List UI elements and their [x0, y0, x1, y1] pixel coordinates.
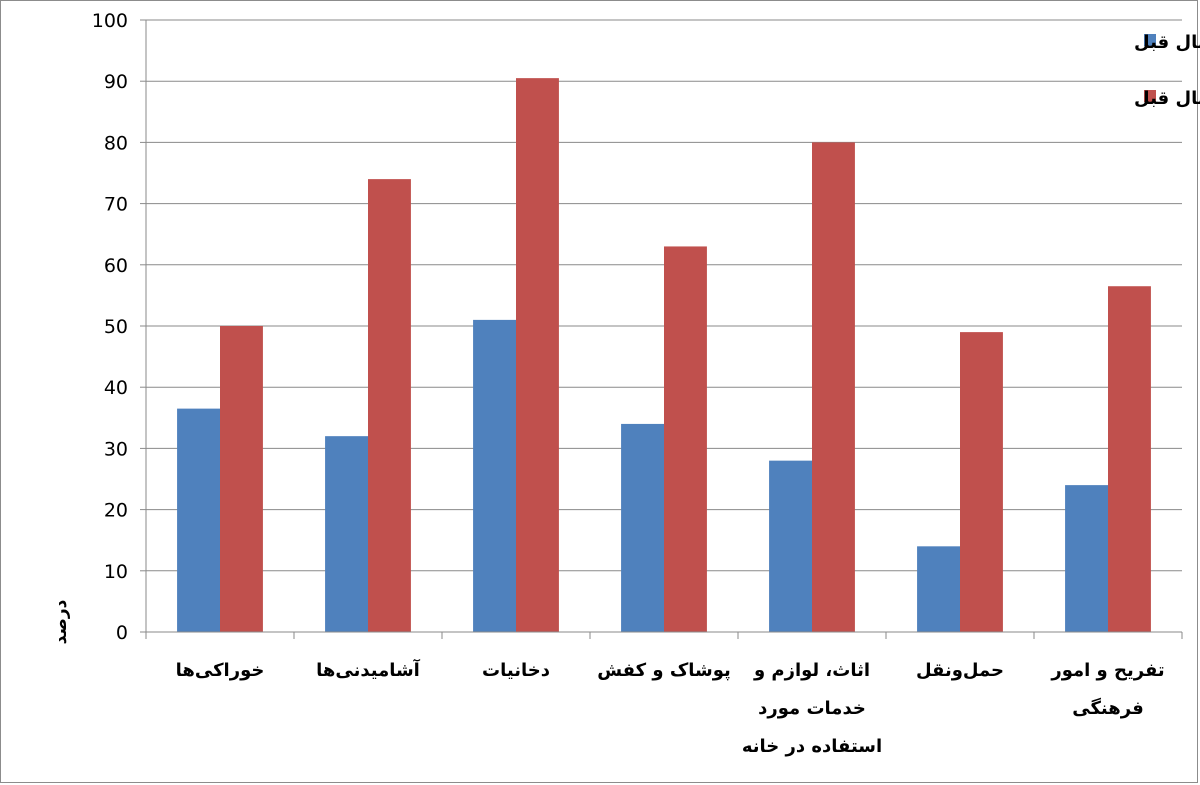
legend-marker — [1144, 34, 1156, 46]
x-category-label: دخانیات — [482, 660, 550, 681]
gridlines — [146, 19, 1182, 572]
legend: افزایش قیمت در اردیبهشت ۹۲ نسبت به سال ق… — [1134, 32, 1200, 109]
axes: 0 10 20 30 40 50 60 70 80 90 100 خوراکی‌ها آشامیدنی‌… — [92, 10, 1183, 757]
y-tick-label: 10 — [104, 561, 128, 583]
bar-series2 — [1108, 286, 1151, 632]
bar-series2 — [664, 246, 707, 632]
y-tick-label: 20 — [104, 500, 128, 522]
bar-series2 — [368, 179, 411, 632]
bar-series1 — [1065, 485, 1108, 632]
y-tick-label: 80 — [104, 132, 128, 154]
bar-series1 — [177, 408, 220, 632]
x-category-label: اثاث، لوازم و خدمات مورد استفاده در خانه — [742, 660, 882, 757]
y-tick-label: 40 — [104, 377, 128, 399]
x-category-label: پوشاک و کفش — [597, 660, 731, 681]
bar-series1 — [917, 546, 960, 632]
bar-series2 — [220, 326, 263, 632]
x-category-label: خوراکی‌ها — [176, 660, 265, 681]
legend-marker — [1144, 90, 1156, 102]
legend-label: افزایش قیمت در اردیبهشت ۹۲ نسبت به سال ق… — [1134, 32, 1200, 53]
y-tick-label: 70 — [104, 194, 128, 216]
bar-series1 — [473, 319, 516, 632]
legend-label: افزایش قیمت در اردیبهشت ۹۱ نسبت به سال ق… — [1134, 88, 1200, 109]
bars — [177, 78, 1151, 632]
y-tick-label: 60 — [104, 255, 128, 277]
y-tick-label: 90 — [104, 71, 128, 93]
y-tick-label: 100 — [92, 10, 128, 32]
y-tick-label: 0 — [116, 622, 128, 644]
x-category-label: حمل‌ونقل — [916, 660, 1004, 681]
bar-series1 — [325, 436, 368, 632]
x-category-label: آشامیدنی‌ها — [316, 658, 421, 681]
bar-series1 — [621, 423, 664, 632]
y-tick-label: 50 — [104, 316, 128, 338]
bar-series2 — [812, 142, 855, 632]
y-tick-label: 30 — [104, 438, 128, 460]
bar-series2 — [516, 78, 559, 632]
y-axis-label: درصد — [51, 599, 71, 644]
x-category-label: تفریح و امور فرهنگی — [1050, 660, 1164, 719]
bar-series1 — [769, 460, 812, 632]
bar-series2 — [960, 332, 1003, 632]
